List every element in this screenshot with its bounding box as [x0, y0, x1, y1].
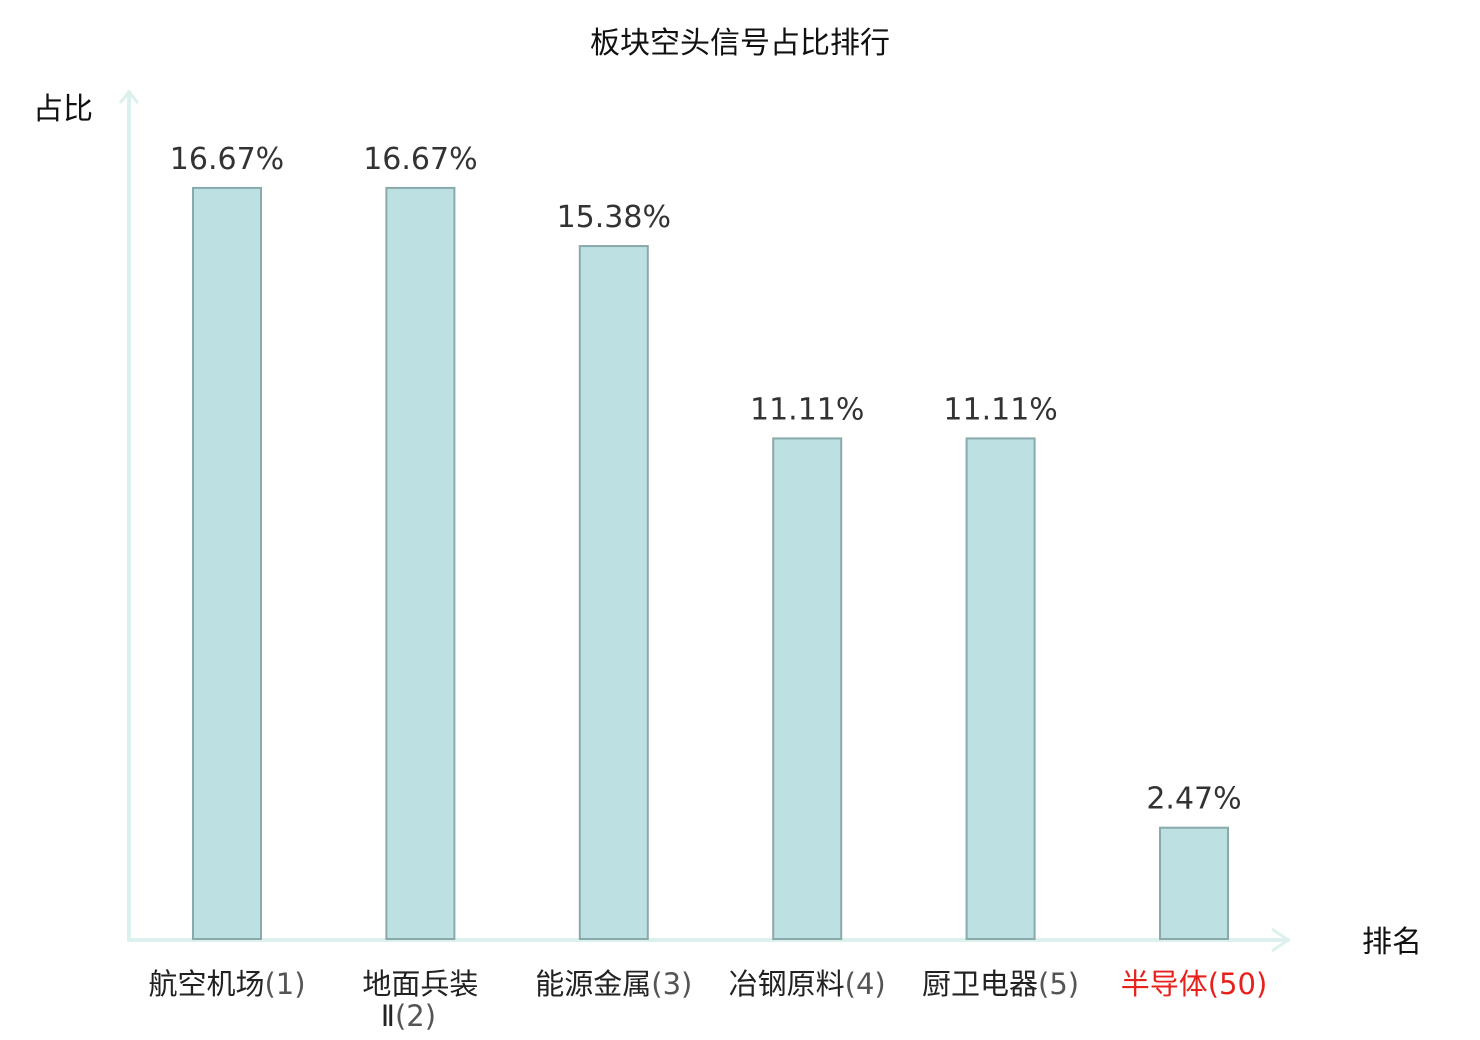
bar-value-label: 15.38% — [557, 200, 671, 235]
chart-title: 板块空头信号占比排行 — [590, 26, 890, 61]
bar — [1159, 826, 1229, 940]
bar — [965, 437, 1036, 940]
bar — [192, 186, 262, 940]
x-tick-label: 厨卫电器(5) — [922, 967, 1079, 1001]
x-tick-label: 能源金属(3) — [535, 967, 692, 1001]
category-name: 厨卫电器 — [922, 967, 1038, 1001]
bar — [772, 437, 843, 940]
x-tick-label: 半导体(50) — [1121, 967, 1268, 1001]
category-rank: (5) — [1038, 967, 1079, 1001]
x-axis-label: 排名 — [1362, 925, 1422, 960]
y-axis-arrow — [118, 89, 140, 104]
category-name: 能源金属 — [535, 967, 651, 1001]
category-rank: (50) — [1208, 967, 1268, 1001]
category-rank: (2) — [395, 999, 436, 1033]
category-name: 半导体 — [1121, 967, 1208, 1001]
category-rank: (4) — [845, 967, 886, 1001]
bar — [385, 186, 456, 940]
x-axis-arrow — [1271, 927, 1291, 953]
x-tick-label: 航空机场(1) — [148, 967, 305, 1001]
bar-group: 16.67% 航空机场(1) 16.67% 地面兵装 Ⅱ(2) 15.38% 能源金属(3)… — [148, 142, 1267, 1033]
bar-value-label: 16.67% — [363, 142, 477, 177]
bar-value-label: 16.67% — [170, 142, 284, 177]
x-tick-label: 冶钢原料(4) — [729, 967, 886, 1001]
category-name: 冶钢原料 — [729, 967, 845, 1001]
category-rank: (1) — [264, 967, 305, 1001]
x-tick-label: 地面兵装 Ⅱ(2) — [362, 967, 478, 1033]
y-axis-label: 占比 — [33, 92, 93, 127]
bar — [578, 245, 649, 941]
category-name: 地面兵装 — [362, 967, 478, 1001]
bar-value-label: 11.11% — [943, 392, 1057, 427]
bar-value-label: 11.11% — [750, 392, 864, 427]
category-name-line2: Ⅱ — [381, 999, 395, 1033]
category-rank: (3) — [651, 967, 692, 1001]
category-name: 航空机场 — [148, 967, 264, 1001]
bar-value-label: 2.47% — [1146, 782, 1241, 817]
